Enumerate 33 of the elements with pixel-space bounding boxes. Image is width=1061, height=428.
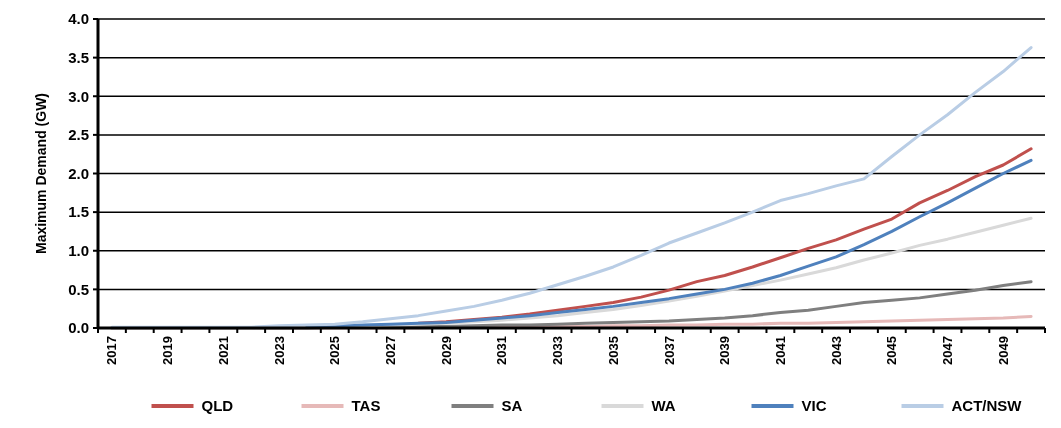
y-tick-label: 3.0 [68,87,89,105]
x-tick-label: 2025 [327,336,343,365]
y-tick-label: 3.5 [68,48,89,66]
x-tick-label: 2021 [215,336,231,365]
legend-label: ACT/NSW [951,397,1023,415]
x-tick-label: 2027 [383,336,399,365]
x-tick-label: 2023 [271,336,287,365]
x-tick-label: 2043 [828,336,844,365]
x-tick-label: 2041 [772,336,788,365]
x-tick-label: 2045 [884,336,900,365]
x-tick-label: 2033 [550,336,566,365]
x-tick-label: 2037 [661,336,677,365]
legend-label: TAS [351,397,381,415]
x-tick-label: 2035 [605,336,621,365]
x-tick-label: 2047 [940,336,956,365]
x-tick-label: 2031 [494,336,510,365]
legend-label: QLD [201,397,234,415]
y-tick-label: 1.0 [68,242,89,259]
legend-label: VIC [801,397,827,415]
y-axis-title: Maximum Demand (GW) [32,92,49,255]
x-tick-label: 2017 [104,336,120,365]
y-tick-label: 0.5 [68,280,89,298]
y-tick-label: 0.0 [68,319,89,337]
x-tick-label: 2029 [438,336,454,365]
y-tick-label: 2.0 [68,164,89,182]
y-tick-label: 1.5 [68,203,89,221]
y-tick-label: 2.5 [68,126,89,144]
x-tick-label: 2039 [717,336,733,365]
x-tick-label: 2049 [995,336,1011,365]
x-tick-label: 2019 [160,336,176,365]
legend-label: SA [501,397,523,415]
y-tick-label: 4.0 [68,10,89,28]
legend-label: WA [651,397,676,415]
